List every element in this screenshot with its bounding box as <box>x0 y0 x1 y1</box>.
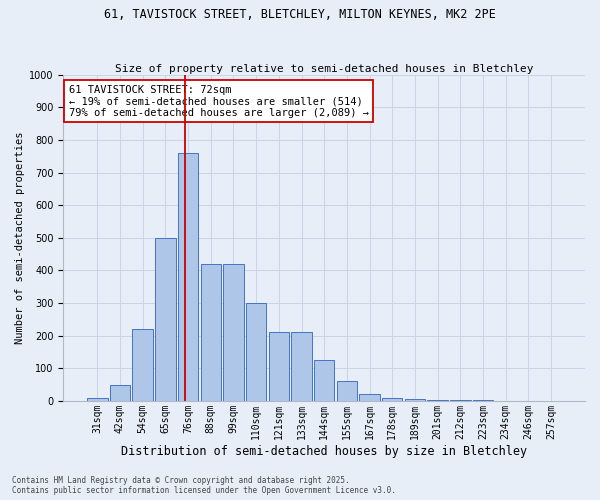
Bar <box>110 384 130 401</box>
Bar <box>133 329 153 401</box>
Bar <box>178 153 198 401</box>
Bar <box>473 400 493 401</box>
Text: 61, TAVISTOCK STREET, BLETCHLEY, MILTON KEYNES, MK2 2PE: 61, TAVISTOCK STREET, BLETCHLEY, MILTON … <box>104 8 496 20</box>
Bar <box>359 394 380 401</box>
Bar <box>223 264 244 401</box>
Bar <box>269 332 289 401</box>
Text: Contains HM Land Registry data © Crown copyright and database right 2025.
Contai: Contains HM Land Registry data © Crown c… <box>12 476 396 495</box>
Title: Size of property relative to semi-detached houses in Bletchley: Size of property relative to semi-detach… <box>115 64 533 74</box>
Text: 61 TAVISTOCK STREET: 72sqm
← 19% of semi-detached houses are smaller (514)
79% o: 61 TAVISTOCK STREET: 72sqm ← 19% of semi… <box>68 84 368 118</box>
Bar <box>246 303 266 401</box>
Bar <box>155 238 176 401</box>
Bar <box>87 398 107 401</box>
Bar <box>200 264 221 401</box>
Bar <box>291 332 312 401</box>
Y-axis label: Number of semi-detached properties: Number of semi-detached properties <box>15 132 25 344</box>
Bar <box>382 398 403 401</box>
Bar <box>314 360 334 401</box>
X-axis label: Distribution of semi-detached houses by size in Bletchley: Distribution of semi-detached houses by … <box>121 444 527 458</box>
Bar <box>427 400 448 401</box>
Bar <box>450 400 470 401</box>
Bar <box>337 382 357 401</box>
Bar <box>405 400 425 401</box>
